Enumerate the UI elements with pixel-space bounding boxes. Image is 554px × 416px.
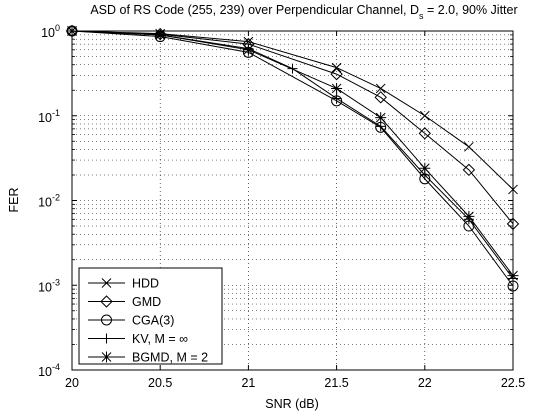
- data-point-plus: [331, 93, 342, 104]
- series-line: [71, 30, 514, 190]
- legend-item: HDD: [88, 277, 159, 291]
- data-point-x: [331, 62, 342, 73]
- y-tick-label: 10-4: [38, 362, 60, 379]
- series-line: [71, 30, 514, 287]
- legend-label: KV, M = ∞: [132, 332, 188, 346]
- y-tick-label: 100: [41, 23, 60, 40]
- data-point-asterisk: [463, 210, 475, 222]
- legend-item: BGMD, M = 2: [88, 351, 208, 365]
- y-tick-label: 10-2: [38, 193, 60, 210]
- y-tick-label: 10-3: [38, 277, 60, 294]
- legend-label: HDD: [132, 277, 159, 291]
- x-tick-label: 21: [241, 376, 255, 390]
- data-point-asterisk: [375, 112, 387, 124]
- legend-marker-asterisk: [101, 351, 112, 363]
- data-point-x: [419, 110, 430, 121]
- series-line: [71, 30, 514, 276]
- y-axis-label: FER: [7, 188, 21, 213]
- x-tick-label: 22: [418, 376, 432, 390]
- series-layer: [65, 24, 520, 292]
- legend-item: KV, M = ∞: [88, 332, 188, 346]
- chart-title: ASD of RS Code (255, 239) over Perpendic…: [90, 3, 517, 21]
- legend: HDD GMD CGA(3) KV, M = ∞ BGMD, M = 2: [78, 267, 223, 365]
- legend-item: CGA(3): [88, 314, 174, 328]
- data-point-diamond: [374, 91, 387, 104]
- data-point-asterisk: [331, 82, 343, 94]
- y-tick-label: 10-1: [38, 108, 60, 125]
- x-tick-label: 21.5: [324, 376, 348, 390]
- series-line: [71, 30, 514, 225]
- y-tick-labels: 100 10-1 10-2 10-3 10-4: [38, 23, 60, 379]
- data-point-x: [375, 83, 386, 94]
- x-tick-label: 20: [65, 376, 79, 390]
- series-1: [67, 26, 518, 195]
- data-point-x: [464, 141, 474, 152]
- legend-label: CGA(3): [132, 314, 174, 328]
- legend-label: GMD: [132, 295, 161, 309]
- x-tick-label: 22.5: [501, 376, 525, 390]
- legend-marker-plus: [101, 333, 112, 344]
- legend-marker-circle: [101, 314, 112, 326]
- x-axis-label: SNR (dB): [265, 397, 318, 411]
- legend-marker-diamond: [100, 295, 113, 308]
- legend-label: BGMD, M = 2: [132, 351, 208, 365]
- data-point-asterisk: [154, 29, 166, 41]
- data-point-diamond: [462, 163, 476, 177]
- series-2: [65, 24, 520, 231]
- data-point-asterisk: [242, 44, 254, 56]
- x-tick-label: 20.5: [148, 376, 172, 390]
- data-point-asterisk: [419, 162, 431, 174]
- data-point-diamond: [418, 127, 432, 140]
- legend-marker-x: [101, 278, 112, 288]
- legend-item: GMD: [88, 295, 161, 309]
- x-tick-labels: 20 20.5 21 21.5 22 22.5: [65, 376, 525, 390]
- plot-frame: [71, 30, 514, 371]
- data-point-diamond: [330, 67, 343, 81]
- data-point-x: [243, 36, 254, 47]
